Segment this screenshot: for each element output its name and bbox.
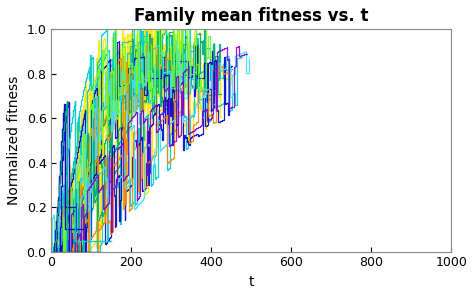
Title: Family mean fitness vs. t: Family mean fitness vs. t bbox=[134, 7, 368, 25]
X-axis label: t: t bbox=[248, 275, 254, 289]
Y-axis label: Normalized fitness: Normalized fitness bbox=[7, 76, 21, 205]
